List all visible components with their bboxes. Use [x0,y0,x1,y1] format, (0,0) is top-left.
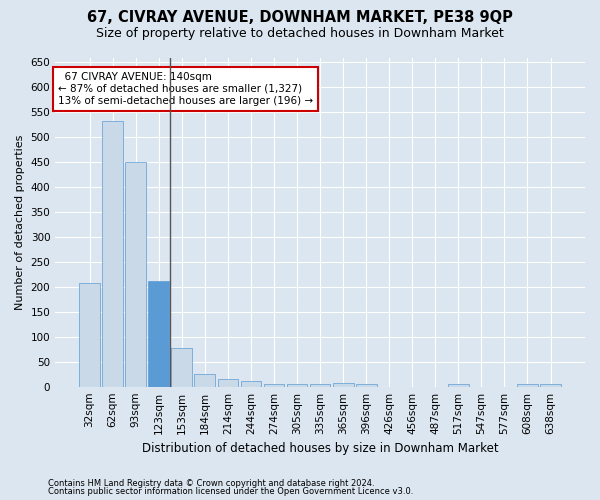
Bar [194,374,215,386]
Y-axis label: Number of detached properties: Number of detached properties [15,134,25,310]
Bar [102,121,123,386]
Text: Contains HM Land Registry data © Crown copyright and database right 2024.: Contains HM Land Registry data © Crown c… [48,478,374,488]
Bar [517,384,538,386]
Bar [148,281,169,386]
Bar [356,384,377,386]
Text: Size of property relative to detached houses in Downham Market: Size of property relative to detached ho… [96,28,504,40]
Bar [172,348,192,387]
Bar [241,380,262,386]
Text: Contains public sector information licensed under the Open Government Licence v3: Contains public sector information licen… [48,487,413,496]
Bar [263,384,284,386]
Bar [218,379,238,386]
Text: 67, CIVRAY AVENUE, DOWNHAM MARKET, PE38 9QP: 67, CIVRAY AVENUE, DOWNHAM MARKET, PE38 … [87,10,513,25]
Bar [333,382,353,386]
Bar [448,384,469,386]
Bar [310,384,331,386]
Bar [79,283,100,387]
Bar [125,162,146,386]
X-axis label: Distribution of detached houses by size in Downham Market: Distribution of detached houses by size … [142,442,499,455]
Text: 67 CIVRAY AVENUE: 140sqm
← 87% of detached houses are smaller (1,327)
13% of sem: 67 CIVRAY AVENUE: 140sqm ← 87% of detach… [58,72,313,106]
Bar [540,384,561,386]
Bar [287,384,307,386]
